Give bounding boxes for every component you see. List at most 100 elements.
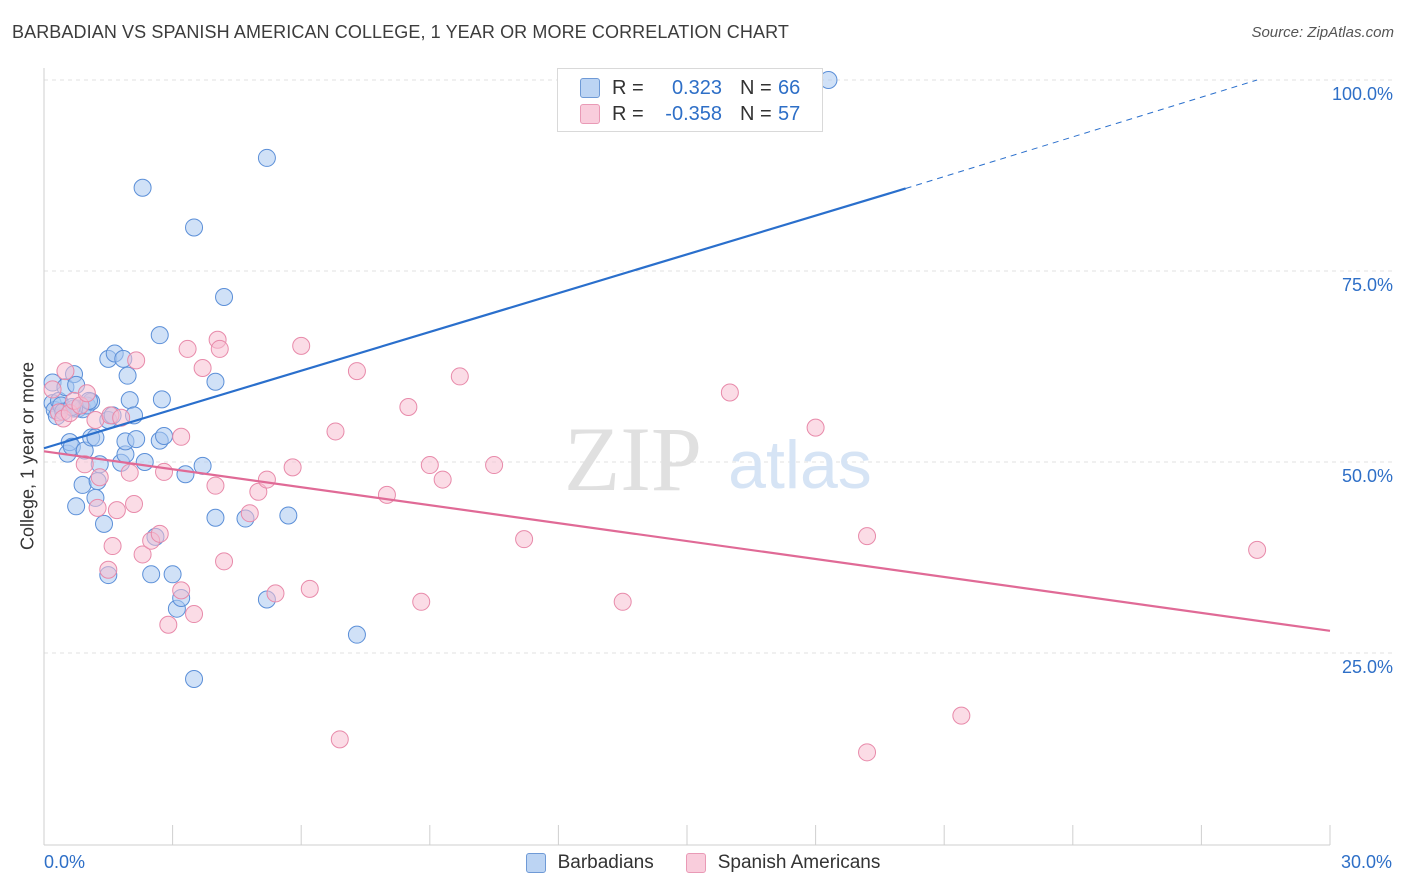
barbadian-point bbox=[120, 391, 139, 410]
barbadian-point bbox=[95, 514, 114, 533]
barbadian-point bbox=[150, 326, 169, 345]
spanish-american-point bbox=[178, 339, 197, 358]
spanish-american-point bbox=[185, 605, 204, 624]
legend-label: Spanish Americans bbox=[717, 852, 881, 873]
spanish-american-point bbox=[99, 560, 118, 579]
r-label: R = bbox=[612, 102, 644, 125]
n-label: N = bbox=[740, 76, 772, 99]
watermark-atlas: atlas bbox=[728, 427, 872, 503]
legend-item-spanish-americans[interactable]: Spanish Americans bbox=[685, 852, 881, 874]
spanish-american-point bbox=[88, 498, 107, 517]
spanish-american-point bbox=[112, 408, 131, 427]
n-value: 57 bbox=[778, 102, 801, 125]
spanish-american-point bbox=[133, 545, 152, 564]
barbadian-point bbox=[257, 148, 276, 167]
barbadian-point bbox=[347, 625, 366, 644]
spanish-american-point bbox=[77, 384, 96, 403]
y-axis-label: College, 1 year or more bbox=[17, 361, 38, 551]
barbadian-point bbox=[142, 565, 161, 584]
legend-row-spanish-americans: R = -0.358 N = 57 bbox=[580, 101, 800, 127]
spanish-american-point bbox=[43, 380, 62, 399]
legend-swatch-pink bbox=[685, 853, 706, 873]
barbadian-point bbox=[215, 287, 234, 306]
y-tick-label: 50.0% bbox=[1342, 466, 1393, 486]
spanish-american-point bbox=[806, 418, 825, 437]
chart-title: BARBADIAN VS SPANISH AMERICAN COLLEGE, 1… bbox=[12, 22, 789, 42]
legend-swatch-blue bbox=[525, 853, 546, 873]
barbadian-point bbox=[127, 430, 146, 449]
spanish-american-point bbox=[249, 482, 268, 501]
spanish-american-point bbox=[240, 504, 259, 523]
barbadian-point bbox=[185, 669, 204, 688]
barbadian-point bbox=[152, 390, 171, 409]
x-tick-label-max: 30.0% bbox=[1340, 852, 1392, 872]
barbadians-trend-line bbox=[43, 187, 906, 450]
spanish-american-point bbox=[107, 501, 126, 520]
source-label: Source: ZipAtlas.com bbox=[1251, 24, 1394, 41]
spanish-american-point bbox=[86, 410, 105, 429]
spanish-american-point bbox=[433, 470, 452, 489]
spanish-americans-trend-line bbox=[43, 450, 1331, 632]
barbadian-point bbox=[118, 366, 137, 385]
spanish-american-point bbox=[283, 458, 302, 477]
legend-swatch-pink bbox=[580, 104, 600, 124]
legend-row-barbadians: R = 0.323 N = 66 bbox=[580, 75, 800, 101]
spanish-american-point bbox=[90, 468, 109, 487]
spanish-american-point bbox=[952, 706, 971, 725]
spanish-american-point bbox=[150, 524, 169, 543]
barbadian-point bbox=[185, 218, 204, 237]
spanish-american-point bbox=[210, 339, 229, 358]
barbadian-point bbox=[133, 178, 152, 197]
spanish-american-point bbox=[858, 527, 877, 546]
spanish-american-point bbox=[326, 422, 345, 441]
y-tick-label: 100.0% bbox=[1332, 84, 1393, 104]
spanish-american-point bbox=[613, 592, 632, 611]
n-value: 66 bbox=[778, 76, 801, 99]
spanish-american-point bbox=[412, 592, 431, 611]
watermark: ZIP atlas bbox=[564, 408, 872, 510]
spanish-american-point bbox=[155, 462, 174, 481]
r-value: 0.323 bbox=[671, 76, 722, 99]
barbadian-point bbox=[135, 453, 154, 471]
series-legend: Barbadians Spanish Americans bbox=[0, 852, 1406, 874]
gridlines bbox=[44, 79, 1392, 654]
spanish-american-point bbox=[292, 336, 311, 355]
barbadian-point bbox=[73, 475, 92, 494]
x-tick-label-min: 0.0% bbox=[44, 852, 86, 872]
spanish-american-point bbox=[125, 495, 144, 514]
correlation-legend: R = 0.323 N = 66 R = -0.358 N = 57 bbox=[557, 68, 823, 132]
barbadian-point bbox=[155, 427, 174, 446]
barbadian-point bbox=[206, 372, 225, 391]
spanish-american-point bbox=[103, 537, 122, 556]
legend-label: Barbadians bbox=[557, 852, 654, 873]
spanish-american-point bbox=[172, 427, 191, 446]
y-tick-label: 75.0% bbox=[1342, 275, 1393, 295]
legend-swatch-blue bbox=[580, 78, 600, 98]
axes bbox=[43, 68, 1331, 846]
barbadian-point bbox=[279, 506, 298, 525]
spanish-american-point bbox=[858, 743, 877, 762]
spanish-american-point bbox=[420, 456, 439, 475]
spanish-american-point bbox=[300, 579, 319, 598]
spanish-americans-points bbox=[43, 330, 1267, 762]
barbadian-point bbox=[163, 565, 182, 584]
watermark-zip: ZIP bbox=[564, 408, 702, 510]
spanish-american-point bbox=[159, 615, 178, 634]
spanish-american-point bbox=[56, 362, 75, 381]
spanish-american-point bbox=[450, 367, 469, 386]
spanish-american-point bbox=[347, 362, 366, 381]
r-value: -0.358 bbox=[665, 102, 722, 125]
barbadian-point bbox=[67, 497, 86, 516]
spanish-american-point bbox=[266, 584, 285, 603]
spanish-american-point bbox=[485, 456, 504, 475]
barbadians-trend-extension bbox=[905, 79, 1258, 189]
spanish-american-point bbox=[120, 463, 139, 482]
spanish-american-point bbox=[193, 359, 212, 378]
spanish-american-point bbox=[172, 581, 191, 600]
spanish-american-point bbox=[330, 730, 349, 749]
spanish-american-point bbox=[399, 397, 418, 416]
spanish-american-point bbox=[75, 455, 94, 474]
spanish-american-point bbox=[215, 552, 234, 571]
legend-item-barbadians[interactable]: Barbadians bbox=[525, 852, 654, 874]
